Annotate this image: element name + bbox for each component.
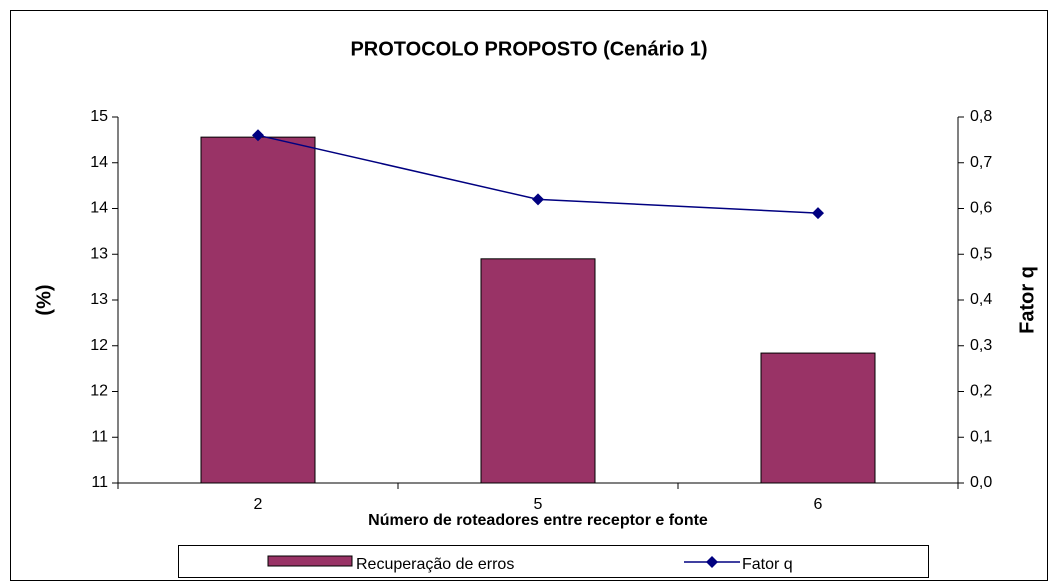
x-tick-label: 5 — [534, 496, 543, 513]
line-marker — [532, 193, 544, 206]
y-tick-label: 14 — [90, 154, 108, 171]
y-tick-label: 11 — [91, 474, 108, 491]
legend-label: Recuperação de erros — [356, 556, 514, 573]
x-tick-label: 2 — [254, 496, 263, 513]
y2-tick-label: 0,1 — [970, 428, 992, 445]
y2-tick-label: 0,6 — [970, 200, 992, 217]
y2-tick-label: 0,4 — [970, 291, 992, 308]
y-tick-label: 12 — [90, 337, 108, 354]
bar — [760, 352, 876, 484]
y2-tick-label: 0,5 — [970, 245, 992, 262]
line-marker — [252, 129, 264, 142]
y-tick-label: 14 — [90, 200, 108, 217]
x-tick-label: 6 — [814, 496, 823, 513]
y2-axis-title: Fator q — [1016, 266, 1038, 334]
legend-label: Fator q — [742, 556, 793, 573]
y2-tick-label: 0,8 — [970, 108, 992, 125]
y-tick-label: 13 — [90, 245, 108, 262]
y-tick-label: 13 — [90, 291, 108, 308]
y-tick-label: 12 — [90, 383, 108, 400]
bar — [480, 258, 596, 484]
line-marker — [812, 207, 824, 220]
x-axis-title: Número de roteadores entre receptor e fo… — [368, 512, 708, 529]
y-tick-label: 15 — [90, 108, 108, 125]
chart-title: PROTOCOLO PROPOSTO (Cenário 1) — [350, 38, 707, 60]
y2-tick-label: 0,7 — [970, 154, 992, 171]
y2-tick-label: 0,2 — [970, 383, 992, 400]
y-axis-title: (%) — [33, 284, 55, 315]
y2-tick-label: 0,3 — [970, 337, 992, 354]
y-tick-label: 11 — [91, 428, 108, 445]
y2-tick-label: 0,0 — [970, 474, 992, 491]
legend-marker — [706, 556, 718, 568]
legend-swatch — [267, 555, 353, 567]
bar — [200, 136, 316, 484]
